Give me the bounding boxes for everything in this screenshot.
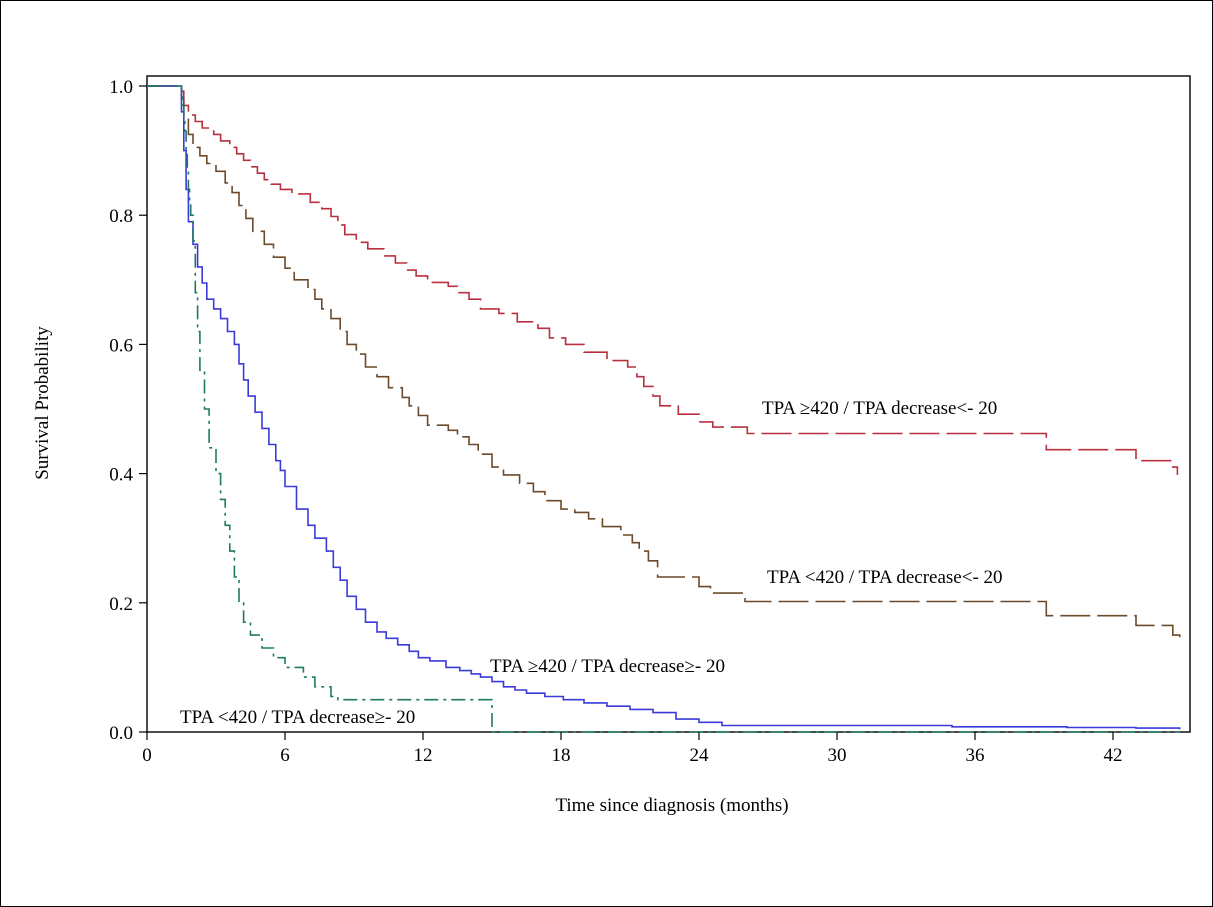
series-line-1 <box>147 85 1179 475</box>
curve-label-1: TPA ≥420 / TPA decrease<- 20 <box>762 398 997 419</box>
x-tick-label: 24 <box>690 745 710 766</box>
y-tick-label: 0.4 <box>109 465 133 486</box>
survival-curves <box>147 85 1181 733</box>
x-tick-label: 42 <box>1104 745 1123 766</box>
y-axis-title: Survival Probability <box>32 326 53 480</box>
y-tick-label: 0.6 <box>109 335 133 356</box>
curve-label-2: TPA <420 / TPA decrease<- 20 <box>767 567 1003 588</box>
plot-area <box>146 75 1191 733</box>
x-tick-label: 6 <box>280 745 290 766</box>
y-tick-label: 0.2 <box>109 594 133 615</box>
y-tick-label: 0.8 <box>109 206 133 227</box>
y-axis-ticks: 0.0 0.2 0.4 0.6 0.8 1.0 <box>109 77 147 744</box>
curve-label-4: TPA <420 / TPA decrease≥- 20 <box>180 707 415 728</box>
curve-label-3: TPA ≥420 / TPA decrease≥- 20 <box>490 656 725 677</box>
x-tick-label: 12 <box>414 745 433 766</box>
series-line-4 <box>147 85 1180 733</box>
x-axis-title: Time since diagnosis (months) <box>555 795 788 816</box>
x-tick-label: 30 <box>828 745 847 766</box>
y-tick-label: 0.0 <box>109 723 133 744</box>
x-tick-label: 0 <box>142 745 152 766</box>
y-tick-label: 1.0 <box>109 77 133 98</box>
series-line-2 <box>147 85 1181 639</box>
x-tick-label: 36 <box>966 745 985 766</box>
x-tick-label: 18 <box>552 745 571 766</box>
series-line-3 <box>147 85 1181 730</box>
x-axis-ticks: 0 6 12 18 24 30 36 42 <box>142 732 1123 766</box>
